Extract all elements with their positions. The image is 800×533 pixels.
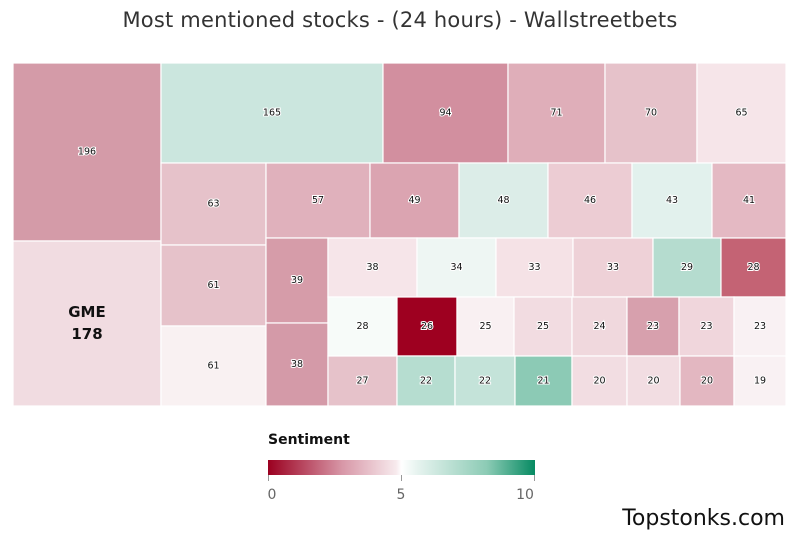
treemap-cell-value: 71	[550, 108, 562, 119]
treemap-cell-value: 27	[356, 376, 368, 387]
treemap-cell-value: 23	[647, 321, 659, 332]
sentiment-colorbar	[268, 460, 535, 475]
treemap-cell-value: 49	[408, 195, 420, 206]
treemap-cell-value: 39	[291, 275, 303, 286]
legend-tick-0	[268, 475, 269, 481]
treemap-cell-value: 46	[584, 195, 596, 206]
treemap-cell-value: 43	[666, 195, 678, 206]
treemap-cell	[12, 62, 162, 242]
treemap-cell	[547, 162, 633, 239]
treemap-cell-value: 178	[71, 325, 102, 343]
treemap-cell-value: 28	[747, 262, 759, 273]
treemap-cell-value: 61	[207, 361, 219, 372]
treemap-cell	[327, 296, 398, 357]
treemap-cell-value: 28	[356, 321, 368, 332]
treemap-cell	[160, 62, 384, 164]
treemap-cell	[396, 296, 458, 357]
treemap-cell-value: 23	[700, 321, 712, 332]
treemap-cell-value: 26	[421, 321, 433, 332]
brand-watermark: Topstonks.com	[622, 506, 785, 531]
treemap-cell	[265, 237, 329, 324]
treemap-cell	[733, 296, 787, 357]
treemap-cell-value: 34	[450, 262, 462, 273]
legend-title: Sentiment	[268, 432, 350, 448]
legend-tick-10	[534, 475, 535, 481]
treemap-cell	[12, 240, 162, 407]
legend-tick-label-0: 0	[267, 487, 277, 503]
treemap-cell-value: 38	[366, 262, 378, 273]
treemap-cell	[265, 162, 371, 239]
legend-tick-label-10: 10	[516, 487, 534, 503]
treemap-cell	[416, 237, 497, 298]
treemap-cell-value: 61	[207, 280, 219, 291]
treemap-cell	[626, 355, 681, 407]
treemap-cell	[160, 325, 267, 407]
treemap-cell	[382, 62, 509, 164]
treemap-cell	[678, 296, 735, 357]
treemap-cell	[652, 237, 722, 298]
treemap-cell-value: 33	[607, 262, 619, 273]
treemap-cell	[572, 237, 654, 298]
treemap-cell	[711, 162, 787, 239]
treemap-cell	[679, 355, 735, 407]
treemap-cell-value: 41	[743, 195, 755, 206]
treemap-cell-value: 25	[537, 321, 549, 332]
treemap-cell-value: 21	[537, 376, 549, 387]
treemap-cell	[160, 162, 267, 246]
treemap-cell-value: 165	[263, 108, 281, 119]
treemap-cell	[514, 355, 573, 407]
treemap-cell	[396, 355, 456, 407]
treemap-cell-value: 19	[754, 376, 766, 387]
treemap-cell	[160, 244, 267, 327]
treemap-cell	[626, 296, 680, 357]
treemap-cell-value: 70	[645, 108, 657, 119]
treemap-cell	[458, 162, 549, 239]
treemap-cell	[327, 355, 398, 407]
chart-title: Most mentioned stocks - (24 hours) - Wal…	[122, 8, 678, 32]
treemap-cell-value: 20	[593, 376, 605, 387]
treemap-cell-value: 20	[701, 376, 713, 387]
legend-tick-5	[401, 475, 402, 481]
treemap-cell-value: 38	[291, 359, 303, 370]
treemap-cell	[571, 296, 628, 357]
treemap-cell	[265, 322, 329, 407]
treemap-cell-value: 63	[207, 199, 219, 210]
treemap-cell-value: 29	[681, 262, 693, 273]
treemap-cell-value: 48	[497, 195, 509, 206]
treemap-cell-value: 33	[528, 262, 540, 273]
treemap-cell-value: 20	[647, 376, 659, 387]
treemap-cell	[631, 162, 713, 239]
treemap-cell-value: 57	[312, 195, 324, 206]
treemap-cell-value: 65	[735, 108, 747, 119]
treemap-cell	[720, 237, 787, 298]
treemap-cell-value: 94	[439, 108, 451, 119]
treemap-cell-value: 196	[78, 147, 96, 158]
treemap-cell-value: 24	[593, 321, 605, 332]
treemap-cell-value: 22	[479, 376, 491, 387]
treemap-cell-value: 23	[754, 321, 766, 332]
legend-tick-label-5: 5	[396, 487, 406, 503]
treemap-cell	[733, 355, 787, 407]
treemap-cell-ticker: GME	[68, 303, 106, 321]
treemap-cell	[327, 237, 418, 298]
treemap-cell-value: 25	[479, 321, 491, 332]
treemap-cell-value: 22	[420, 376, 432, 387]
